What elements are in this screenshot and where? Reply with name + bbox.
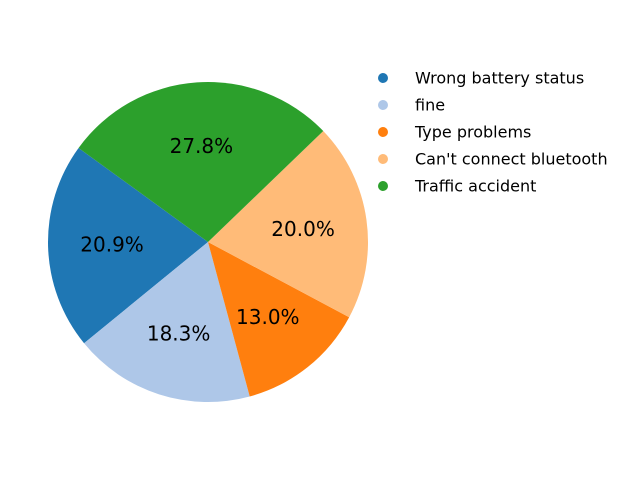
legend-marker xyxy=(378,154,388,164)
pie-slice-type-problems xyxy=(208,242,350,397)
legend-marker xyxy=(378,100,388,110)
pie-slice-wrong-battery-status xyxy=(48,147,209,344)
pie-slice-traffic-accident xyxy=(78,82,324,243)
legend-label: fine xyxy=(415,96,445,115)
pie-percentage-label: 27.8% xyxy=(170,134,234,158)
legend-marker xyxy=(378,127,388,137)
legend-label: Type problems xyxy=(414,123,531,142)
legend-label: Traffic accident xyxy=(414,177,536,196)
pie-percentage-label: 20.9% xyxy=(80,233,144,257)
legend-marker xyxy=(378,73,388,83)
pie-slice-fine xyxy=(84,242,250,402)
pie-slices xyxy=(48,82,368,402)
pie-percentage-labels: 20.9% 18.3% 13.0% 20.0% 27.8% xyxy=(80,134,335,345)
legend-marker xyxy=(378,181,388,191)
legend-label: Can't connect bluetooth xyxy=(415,150,608,169)
pie-slice-can-t-connect-bluetooth xyxy=(208,131,368,318)
legend-label: Wrong battery status xyxy=(415,69,584,88)
legend: Wrong battery status fine Type problems Can… xyxy=(378,69,608,196)
pie-percentage-label: 18.3% xyxy=(147,321,211,345)
pie-percentage-label: 13.0% xyxy=(236,305,300,329)
pie-percentage-label: 20.0% xyxy=(271,217,335,241)
